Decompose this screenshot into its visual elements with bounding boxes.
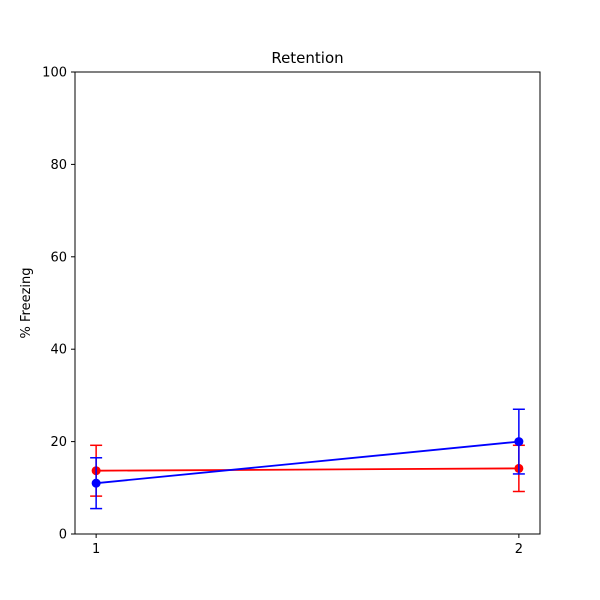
y-tick-label: 20: [50, 435, 67, 450]
series-line: [96, 440, 519, 485]
data-point: [514, 437, 524, 447]
series-group: [90, 408, 525, 510]
series-line: [96, 467, 519, 472]
y-tick-label: 60: [50, 250, 67, 265]
y-tick-label: 40: [50, 343, 67, 358]
series-2: [90, 408, 525, 510]
plot-frame: [74, 71, 541, 535]
x-tick-label: 2: [515, 542, 523, 557]
plot-area: [74, 71, 541, 535]
y-tick-label: 0: [59, 528, 67, 543]
data-point: [91, 478, 101, 488]
y-axis-title: % Freezing: [19, 268, 34, 339]
chart-title: Retention: [271, 49, 343, 67]
y-tick-label: 80: [50, 158, 67, 173]
x-tick-label: 1: [92, 542, 100, 557]
y-axis: 0 20 40 60 80 100: [42, 66, 75, 543]
y-tick-label: 100: [42, 66, 67, 81]
